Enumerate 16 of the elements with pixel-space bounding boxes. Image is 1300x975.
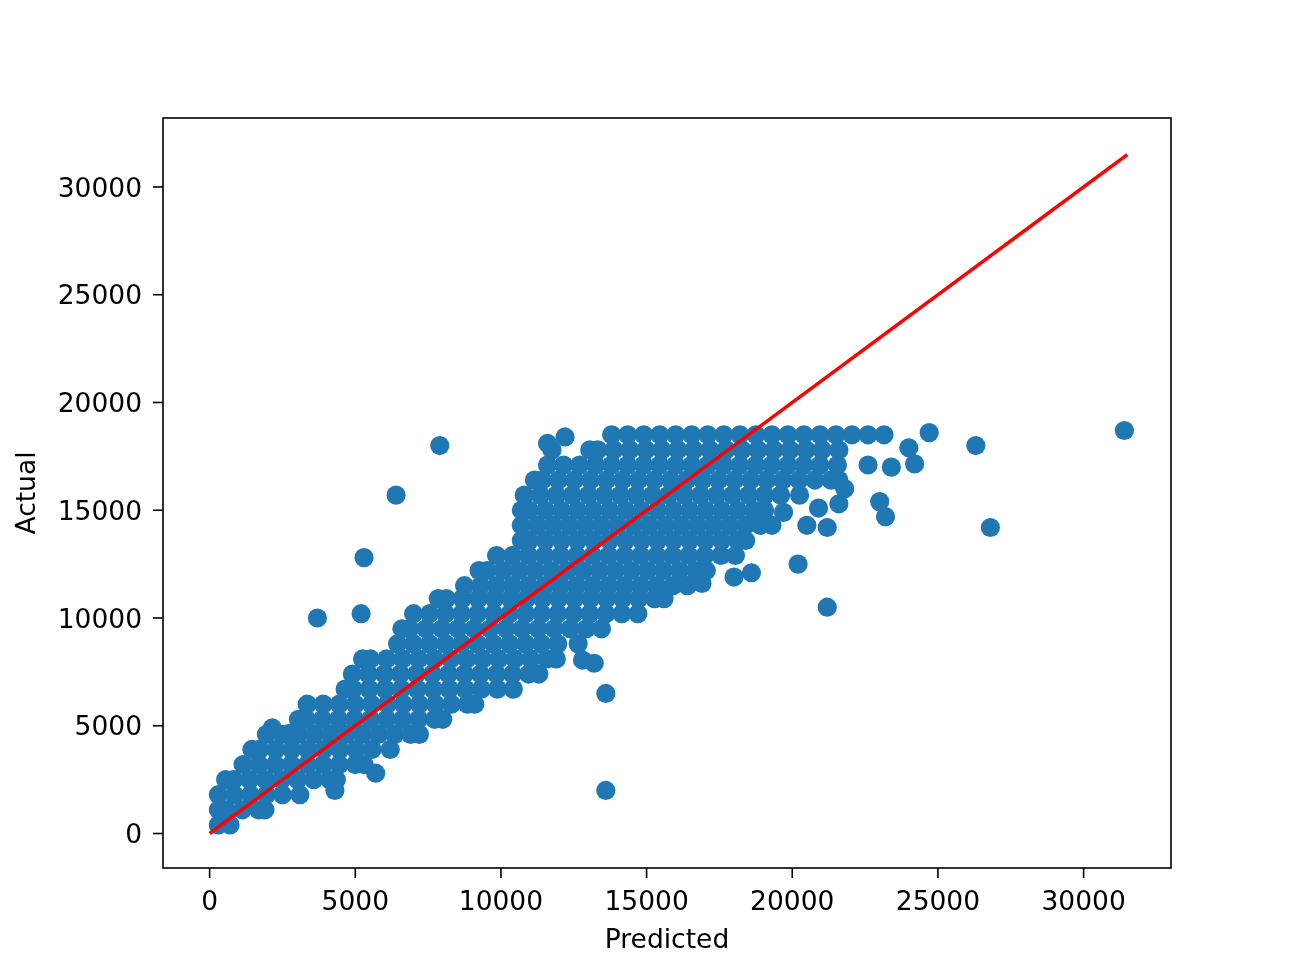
y-tick-label: 20000 (57, 387, 142, 419)
x-tick-label: 30000 (1041, 885, 1126, 916)
x-tick-label: 15000 (604, 885, 689, 916)
y-tick-label: 10000 (57, 602, 142, 634)
x-tick-label: 5000 (321, 885, 389, 916)
x-tick-label: 10000 (458, 885, 544, 916)
x-tick-label: 25000 (895, 885, 981, 916)
y-tick-label: 5000 (74, 710, 142, 742)
y-tick-label: 0 (125, 818, 142, 850)
y-axis-title: Actual (10, 451, 41, 535)
y-tick-label: 25000 (57, 279, 142, 311)
y-tick-label: 15000 (57, 494, 142, 526)
x-tick-label: 20000 (750, 885, 835, 916)
x-tick-label: 0 (201, 885, 219, 916)
x-axis-title: Predicted (604, 923, 730, 954)
y-tick-label: 30000 (57, 171, 142, 203)
